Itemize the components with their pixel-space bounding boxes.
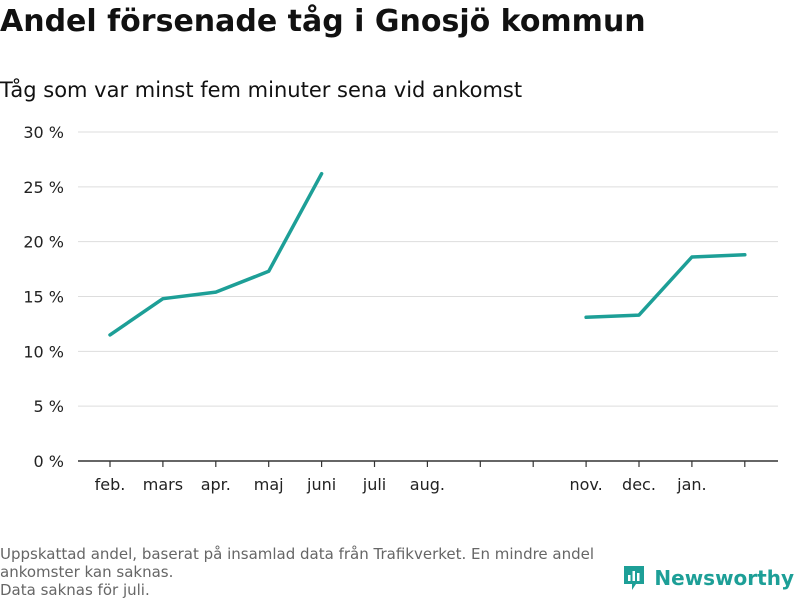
x-tick-label: apr. [201, 475, 231, 494]
x-tick-label: juni [306, 475, 336, 494]
footnote-line-2: ankomster kan saknas. [0, 563, 174, 581]
bar-chart-logo-icon [624, 566, 645, 590]
x-tick-label: nov. [569, 475, 602, 494]
x-tick-label: mars [143, 475, 183, 494]
y-tick-label: 10 % [23, 342, 64, 361]
y-tick-label: 0 % [34, 452, 64, 471]
series-line [584, 253, 747, 320]
y-tick-label: 20 % [23, 233, 64, 252]
footnote-line-3: Data saknas för juli. [0, 581, 150, 599]
brand-name: Newsworthy [654, 566, 794, 590]
y-tick-label: 25 % [23, 178, 64, 197]
newsworthy-logo: Newsworthy [622, 564, 794, 592]
y-tick-label: 15 % [23, 288, 64, 307]
chart-title: Andel försenade tåg i Gnosjö kommun [0, 4, 646, 39]
x-tick-label: juli [362, 475, 386, 494]
x-tick-label: aug. [410, 475, 445, 494]
chart-subtitle: Tåg som var minst fem minuter sena vid a… [0, 78, 523, 102]
x-tick-label: feb. [95, 475, 126, 494]
series-line [108, 171, 324, 337]
x-tick-label: jan. [676, 475, 706, 494]
y-tick-label: 5 % [34, 397, 64, 416]
x-tick-label: dec. [622, 475, 656, 494]
y-tick-label: 30 % [23, 123, 64, 142]
x-tick-label: maj [254, 475, 284, 494]
line-chart: 0 % 5 % 10 % 15 % 20 % 25 % 30 % feb. mars apr. ma… [23, 123, 778, 494]
footnote-line-1: Uppskattad andel, baserat på insamlad da… [0, 545, 595, 563]
